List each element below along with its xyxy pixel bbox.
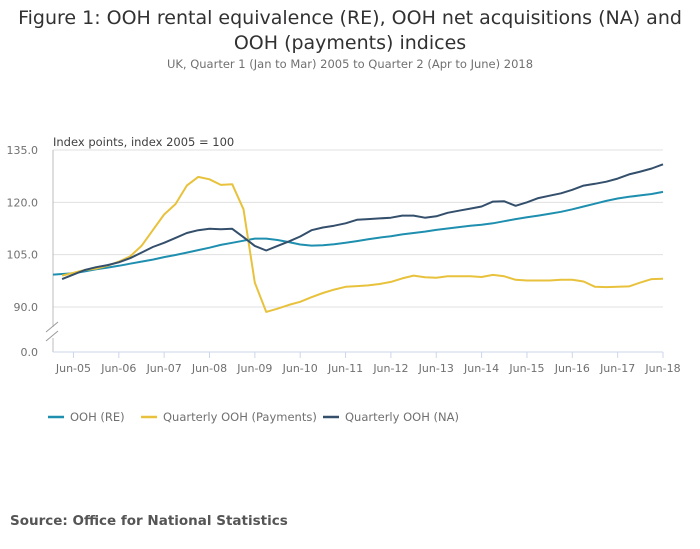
legend-item[interactable]: OOH (RE) [48,410,125,424]
y-axis-ticks: 135.0 120.0 105.0 90.0 0.0 [7,144,39,359]
axis-break-mark [45,321,59,333]
x-tick-label: Jun-06 [100,362,136,375]
y-tick-label: 90.0 [14,301,39,314]
legend-label: Quarterly OOH (NA) [345,410,459,424]
chart-title: Figure 1: OOH rental equivalence (RE), O… [18,7,682,54]
series-group [52,163,664,313]
series-line-quarterly-ooh-payments [61,175,664,313]
x-tick-label: Jun-14 [463,362,499,375]
series-line-quarterly-ooh-na [61,163,664,281]
legend-item[interactable]: Quarterly OOH (Payments) [141,410,317,424]
legend-label: OOH (RE) [70,410,125,424]
x-axis-ticks: Jun-05 Jun-06 Jun-07 Jun-08 Jun-09 Jun-10 Jun-… [55,352,681,375]
series-line-ooh-re [52,190,664,276]
x-tick-label: Jun-16 [554,362,590,375]
y-tick-label: 120.0 [7,196,39,209]
legend-label: Quarterly OOH (Payments) [163,410,317,424]
y-axis-title: Index points, index 2005 = 100 [53,135,234,149]
source-note: Source: Office for National Statistics [10,513,288,529]
y-tick-label: 105.0 [7,249,39,262]
x-tick-label: Jun-09 [236,362,272,375]
y-tick-label: 135.0 [7,144,39,157]
x-tick-label: Jun-17 [599,362,635,375]
x-tick-label: Jun-08 [191,362,227,375]
x-tick-label: Jun-13 [418,362,454,375]
x-tick-label: Jun-15 [508,362,544,375]
chart-subtitle: UK, Quarter 1 (Jan to Mar) 2005 to Quart… [166,57,534,71]
legend: OOH (RE) Quarterly OOH (Payments) Quarterl… [48,410,459,424]
x-tick-label: Jun-18 [644,362,680,375]
axes [45,150,663,353]
x-tick-label: Jun-07 [146,362,182,375]
gridlines [53,149,663,308]
x-tick-label: Jun-05 [55,362,91,375]
x-tick-label: Jun-11 [327,362,363,375]
x-tick-label: Jun-12 [372,362,408,375]
legend-item[interactable]: Quarterly OOH (NA) [323,410,459,424]
axis-break-mark [45,330,59,342]
y-tick-label: 0.0 [21,346,39,359]
x-tick-label: Jun-10 [282,362,318,375]
